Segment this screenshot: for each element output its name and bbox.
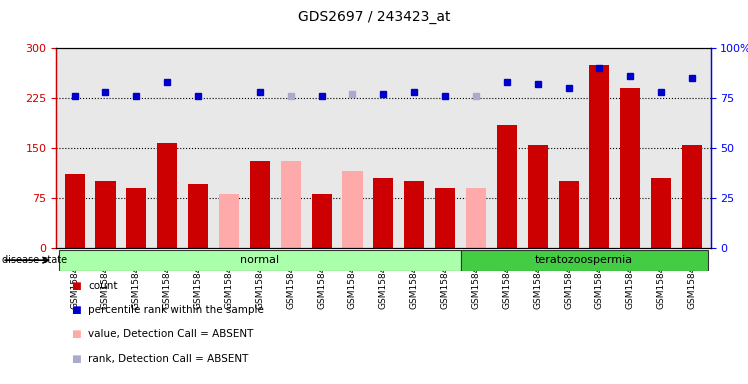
Bar [312,194,331,248]
Text: GDS2697 / 243423_at: GDS2697 / 243423_at [298,10,450,23]
Text: count: count [88,281,117,291]
Bar [219,194,239,248]
Bar [652,178,671,248]
Bar [435,188,455,248]
Bar [188,184,208,248]
Bar [404,181,424,248]
Text: ■: ■ [71,281,81,291]
Bar [559,181,579,248]
Bar [343,171,363,248]
Bar [373,178,393,248]
Text: teratozoospermia: teratozoospermia [535,255,633,265]
Text: percentile rank within the sample: percentile rank within the sample [88,305,264,315]
Bar [64,174,85,248]
Bar [250,161,270,248]
Text: ■: ■ [71,354,81,364]
Bar [96,181,115,248]
Bar [280,161,301,248]
Bar [497,124,517,248]
Bar [620,88,640,248]
Text: disease state: disease state [2,255,67,265]
Bar [589,65,610,248]
Bar [527,144,548,248]
Bar [682,144,702,248]
Text: ■: ■ [71,329,81,339]
Text: rank, Detection Call = ABSENT: rank, Detection Call = ABSENT [88,354,248,364]
Bar [466,188,486,248]
Text: ■: ■ [71,305,81,315]
Bar [157,142,177,248]
Bar [59,250,461,271]
Bar [126,188,147,248]
Bar [461,250,708,271]
Text: normal: normal [240,255,280,265]
Text: value, Detection Call = ABSENT: value, Detection Call = ABSENT [88,329,254,339]
